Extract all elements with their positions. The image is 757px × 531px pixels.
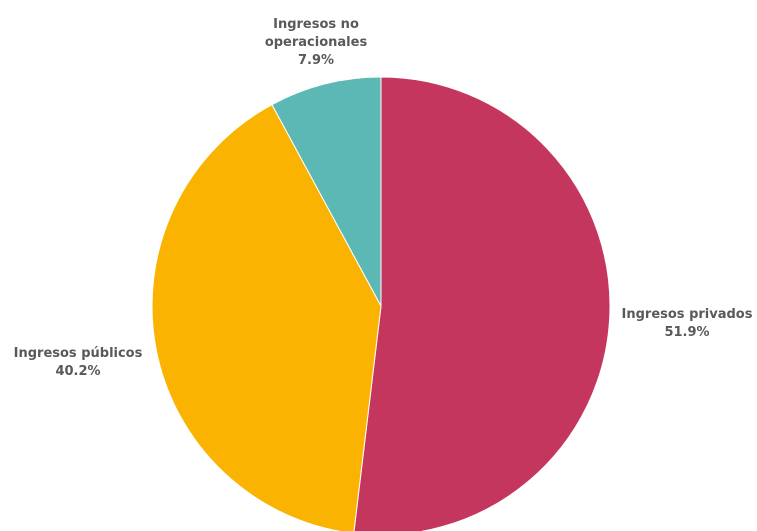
slice-value-label-1: 40.2%	[55, 364, 100, 379]
slice-value-label-0: 51.9%	[664, 325, 709, 340]
pie-slice-2	[271, 76, 382, 307]
pie-slice-1	[151, 103, 382, 531]
slice-value-label-2: 7.9%	[298, 53, 334, 68]
slice-category-label-1: Ingresos públicos	[14, 346, 143, 361]
pie-slices	[151, 76, 611, 531]
slice-category-label-2: Ingresos no	[273, 17, 359, 32]
slice-category-label-2: operacionales	[265, 35, 368, 50]
slice-category-label-0: Ingresos privados	[622, 307, 753, 322]
pie-slice-0	[353, 76, 611, 531]
pie-labels: Ingresos privados 51.9% Ingresos públicos 4…	[14, 17, 753, 379]
